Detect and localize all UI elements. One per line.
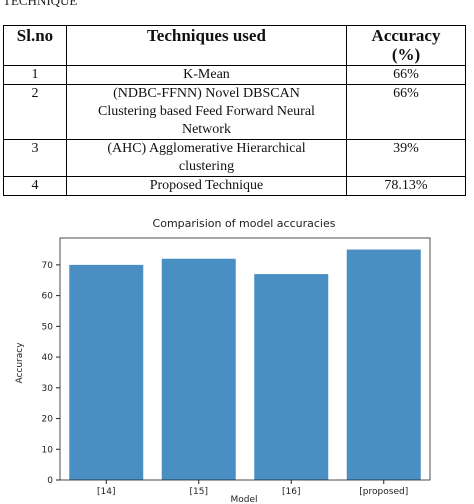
table-cell: (AHC) Agglomerative Hierarchical cluster… [65,139,348,177]
table-row: 3 (AHC) Agglomerative Hierarchical cluste… [3,139,466,177]
table-cell: 4 [3,176,67,196]
plot-frame [59,237,431,481]
bar-chart: Comparision of model accuracies Model Ac… [15,217,431,504]
table-cell: 39% [346,139,466,177]
table-cell: 78.13% [346,176,466,196]
table-cell: Proposed Technique [65,176,348,196]
y-tick-label: 40 [42,353,54,363]
y-tick-label: 60 [42,292,54,302]
y-tick-label: 50 [42,322,54,332]
table-row: 1 K-Mean 66% [3,65,466,85]
table-cell: 3 [3,139,67,177]
y-tick-label: 70 [42,261,54,271]
caption: TECHNIQUE [3,0,78,8]
y-tick-label: 10 [42,445,54,455]
x-axis-label: Model [230,495,257,504]
chart-title: Comparision of model accuracies [153,217,336,230]
table-cell: (NDBC-FFNN) Novel DBSCAN Clustering base… [65,84,348,140]
y-tick-label: 0 [47,476,53,486]
header-cell: Techniques used [65,25,348,66]
x-tick-label: [15] [190,487,208,497]
table-cell: 66% [346,65,466,85]
y-tick-label: 20 [42,415,54,425]
table-cell: 2 [3,84,67,140]
bar [69,264,144,480]
x-tick-label: [14] [97,487,115,497]
table-cell: 1 [3,65,67,85]
x-tick-label: [proposed] [359,487,408,497]
bar [161,258,236,480]
table-cell: 66% [346,84,466,140]
bar [346,249,421,480]
y-tick-label: 30 [42,384,54,394]
table-row: 2 (NDBC-FFNN) Novel DBSCAN Clustering bas… [3,84,466,140]
results-table: Sl.no Techniques used Accuracy (%) 1 K-Me… [3,25,466,196]
bar [254,274,329,480]
table-cell: K-Mean [65,65,348,85]
header-cell: Accuracy (%) [346,25,466,66]
x-tick-label: [16] [282,487,300,497]
header-cell: Sl.no [3,25,67,66]
table-row: 4 Proposed Technique 78.13% [3,176,466,196]
y-axis-label: Accuracy [15,342,25,384]
